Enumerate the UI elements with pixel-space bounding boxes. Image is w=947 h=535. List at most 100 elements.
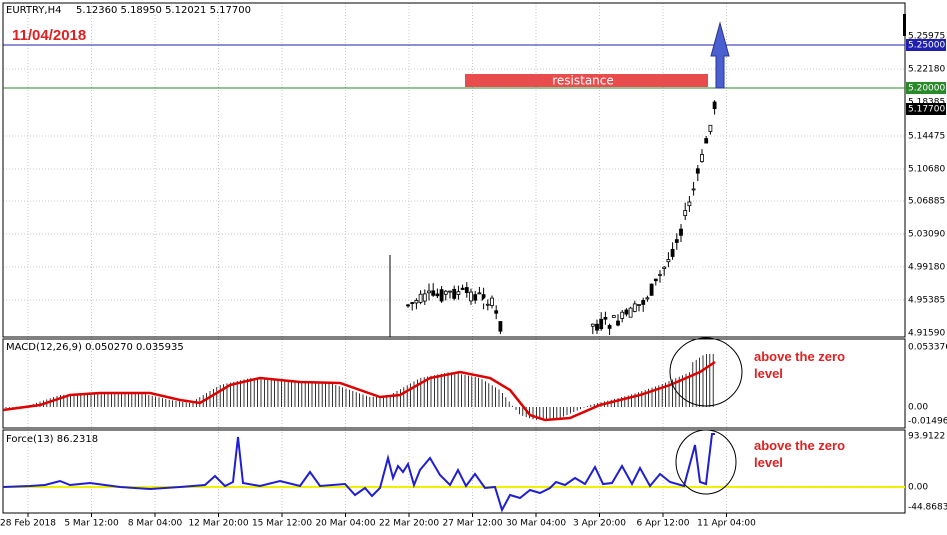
annotation: above the zero level: [754, 349, 846, 381]
price-label: 5.18385: [908, 98, 945, 108]
candle-body: [427, 290, 431, 294]
candle-body: [695, 168, 700, 174]
price-label: 4.91590: [908, 329, 945, 339]
candle-body: [435, 293, 440, 297]
main-panel: [2, 2, 906, 338]
candles: [389, 100, 717, 337]
price-label: 5.25000: [908, 41, 945, 51]
macd-title: MACD(12,26,9) 0.050270 0.035935: [6, 342, 184, 353]
force-title: Force(13) 86.2318: [6, 434, 98, 445]
candle-body: [616, 320, 620, 326]
candle-body: [645, 297, 650, 300]
force-axis-label: 93.9122: [908, 432, 945, 442]
force-axis-label: 0.00: [908, 483, 928, 493]
candle-body: [637, 304, 641, 306]
time-label: 20 Mar 04:00: [315, 519, 375, 529]
time-label: 22 Mar 20:00: [379, 519, 439, 529]
candle-body: [410, 302, 415, 304]
panels: [2, 2, 906, 514]
candle-body: [477, 292, 482, 295]
macd-panel: [2, 338, 906, 429]
candle-body: [708, 124, 713, 132]
resistance-label: resistance: [552, 74, 614, 88]
annotation: above the zero level: [754, 438, 846, 470]
candle-body: [624, 309, 629, 315]
price-label: 5.17700: [908, 105, 945, 115]
price-label: 5.03090: [908, 230, 945, 240]
time-label: 3 Apr 20:00: [573, 519, 626, 529]
symbol: EURTRY,H4: [6, 5, 61, 16]
time-label: 30 Mar 04:00: [506, 519, 566, 529]
candle-body: [460, 287, 465, 290]
candle-body: [674, 239, 679, 243]
up-arrow: [710, 21, 730, 89]
time-label: 12 Mar 20:00: [188, 519, 248, 529]
macd-indicator: [2, 354, 716, 422]
macd-axis-label: 0.00: [908, 403, 928, 413]
candle-body: [628, 307, 633, 318]
candle-body: [607, 325, 612, 329]
candle-body: [712, 101, 717, 110]
candle-body: [456, 291, 461, 295]
candle-body: [649, 283, 654, 296]
candle-body: [658, 274, 662, 276]
candle-body: [485, 303, 490, 306]
candle-body: [414, 300, 419, 304]
price-label: 5.14475: [908, 132, 945, 142]
candle-body: [632, 303, 637, 312]
candle-body: [670, 248, 675, 257]
candle-body: [700, 154, 704, 162]
candle-body: [490, 297, 494, 306]
candle-body: [422, 293, 427, 302]
force-panel: [2, 429, 906, 514]
price-label: 5.20000: [908, 84, 945, 94]
price-label: 5.22180: [908, 65, 945, 75]
force-axis-label: -44.8683: [908, 503, 947, 513]
candle-body: [473, 294, 478, 301]
candle-body: [641, 300, 646, 305]
candle-body: [590, 323, 595, 327]
candle-body: [599, 318, 604, 330]
candle-body: [666, 259, 671, 263]
price-highlight: [906, 82, 946, 94]
price-label: 5.25975: [908, 32, 945, 42]
candle-body: [653, 278, 658, 282]
candle-body: [448, 290, 452, 293]
candle-body: [620, 311, 625, 319]
trend-curve: [458, 239, 717, 337]
candle-body: [406, 304, 410, 307]
time-label: 15 Mar 12:00: [252, 519, 312, 529]
candle-body: [691, 188, 696, 191]
price-label: 4.99180: [908, 263, 945, 273]
candle-body: [452, 288, 457, 299]
force-line: [2, 433, 715, 513]
candle-body: [611, 315, 616, 318]
time-label: 5 Mar 12:00: [64, 519, 119, 529]
scroll-marker: [903, 14, 906, 36]
macd-axis-label: 0.053376: [908, 343, 947, 353]
resistance-box: [465, 74, 708, 87]
candle-body: [443, 290, 448, 295]
price-label: 4.95385: [908, 296, 945, 306]
ohlc: 5.12360 5.18950 5.12021 5.17700: [76, 5, 251, 16]
highlight-circle: [669, 337, 743, 407]
time-label: 28 Feb 2018: [0, 519, 56, 529]
candle-body: [498, 321, 503, 332]
price-highlight: [906, 103, 946, 115]
candle-body: [595, 323, 599, 331]
time-label: 27 Mar 12:00: [442, 519, 502, 529]
candle-body: [418, 293, 423, 303]
candle-body: [469, 291, 473, 302]
time-label: 11 Apr 04:00: [697, 519, 756, 529]
candle-body: [431, 290, 436, 296]
candle-body: [687, 201, 692, 207]
candle-body: [603, 316, 608, 320]
time-label: 6 Apr 12:00: [637, 519, 690, 529]
date-label: 11/04/2018: [12, 27, 86, 44]
candle-body: [464, 287, 469, 293]
price-label: 5.06885: [908, 197, 945, 207]
candle-body: [494, 310, 499, 314]
